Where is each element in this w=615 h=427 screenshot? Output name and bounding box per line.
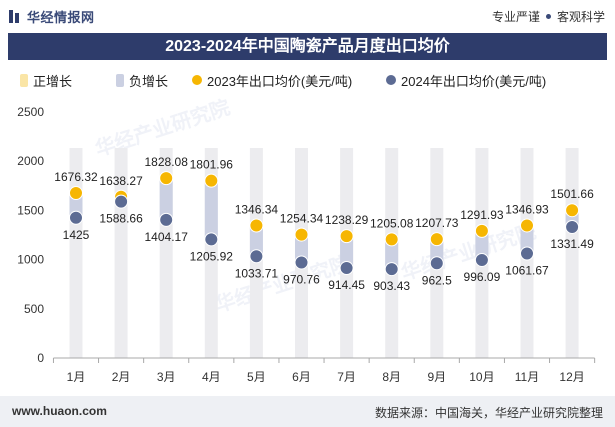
point-2024 bbox=[565, 219, 580, 234]
data-label-2023: 1801.96 bbox=[190, 158, 234, 172]
growth-bar bbox=[204, 180, 218, 240]
point-2023 bbox=[474, 223, 489, 238]
point-2024 bbox=[159, 212, 174, 227]
data-label-2023: 1254.34 bbox=[280, 212, 324, 226]
logo-text: 华经情报网 bbox=[27, 10, 95, 25]
data-label-2023: 1291.93 bbox=[460, 208, 504, 222]
data-label-2023: 1501.66 bbox=[550, 187, 594, 201]
data-label-2023: 1207.73 bbox=[415, 216, 459, 230]
x-tick-label: 6月 bbox=[292, 370, 311, 384]
legend-item-negative[interactable]: 负增长 bbox=[116, 72, 169, 89]
legend-item-2023[interactable]: 2023年出口均价(美元/吨) bbox=[192, 72, 353, 89]
y-tick-label: 0 bbox=[37, 351, 44, 365]
point-2023 bbox=[204, 173, 219, 188]
point-2024 bbox=[294, 255, 309, 270]
data-label-2024: 996.09 bbox=[464, 270, 501, 284]
tagline: 专业严谨 客观科学 bbox=[492, 8, 605, 25]
growth-bar bbox=[385, 239, 399, 270]
data-label-2024: 1425 bbox=[63, 228, 90, 242]
point-2023 bbox=[520, 218, 534, 233]
x-tick-label: 7月 bbox=[337, 370, 356, 384]
data-label-2024: 1404.17 bbox=[145, 230, 189, 244]
background-column bbox=[565, 148, 579, 358]
point-2024 bbox=[429, 256, 444, 271]
legend-label-2023: 2023年出口均价(美元/吨) bbox=[207, 73, 353, 89]
website-link[interactable]: www.huaon.com bbox=[12, 404, 107, 418]
x-tick-label: 9月 bbox=[427, 370, 446, 384]
legend-item-positive[interactable]: 正增长 bbox=[20, 72, 73, 89]
x-tick-label: 2月 bbox=[112, 370, 131, 384]
plot-area: 0 500 1000 1500 2000 2500 1月 2月 3月 4月 5月 6月 7月 8月 9月 10… bbox=[17, 105, 596, 384]
data-label-2024: 962.5 bbox=[422, 273, 452, 287]
point-2024 bbox=[339, 261, 354, 276]
legend-label-negative: 负增长 bbox=[129, 73, 169, 89]
x-tick-label: 5月 bbox=[247, 370, 266, 384]
point-2023 bbox=[69, 186, 83, 201]
data-label-2023: 1205.08 bbox=[370, 216, 414, 230]
data-label-2023: 1638.27 bbox=[99, 174, 143, 188]
tagline-left: 专业严谨 bbox=[491, 10, 540, 24]
y-tick-label: 2000 bbox=[17, 154, 44, 168]
point-2024 bbox=[114, 194, 129, 209]
legend-marker-2023 bbox=[192, 75, 202, 85]
data-label-2024: 1061.67 bbox=[505, 264, 549, 278]
x-tick-label: 10月 bbox=[469, 370, 494, 384]
data-label-2024: 1033.71 bbox=[235, 266, 279, 280]
growth-bar bbox=[520, 225, 534, 254]
legend-marker-2024 bbox=[386, 75, 396, 85]
x-tick-label: 4月 bbox=[202, 370, 221, 384]
tagline-right: 客观科学 bbox=[556, 10, 605, 24]
point-2024 bbox=[69, 210, 83, 225]
x-tick-label: 8月 bbox=[382, 370, 401, 384]
data-label-2024: 1205.92 bbox=[190, 249, 234, 263]
point-2024 bbox=[204, 232, 219, 247]
separator-dot bbox=[545, 14, 551, 19]
footer: www.huaon.com 数据来源：中国海关，华经产业研究院整理 bbox=[0, 396, 615, 427]
point-2024 bbox=[249, 249, 264, 264]
chart-title: 2023-2024年中国陶瓷产品月度出口均价 bbox=[8, 33, 607, 60]
point-2023 bbox=[565, 203, 580, 218]
data-label-2024: 1588.66 bbox=[99, 212, 143, 226]
logo-icon bbox=[9, 10, 19, 23]
growth-bar bbox=[340, 236, 354, 269]
legend-marker-positive bbox=[20, 73, 28, 87]
data-label-2023: 1238.29 bbox=[325, 213, 369, 227]
data-label-2023: 1676.32 bbox=[54, 170, 98, 184]
data-label-2024: 914.45 bbox=[328, 278, 365, 292]
x-tick-label: 11月 bbox=[515, 370, 539, 384]
data-label-2023: 1828.08 bbox=[145, 155, 189, 169]
point-2024 bbox=[474, 252, 489, 267]
x-tick-label: 1月 bbox=[67, 370, 86, 384]
legend-item-2024[interactable]: 2024年出口均价(美元/吨) bbox=[386, 72, 547, 89]
legend-label-2024: 2024年出口均价(美元/吨) bbox=[401, 73, 547, 89]
growth-bar bbox=[249, 225, 263, 257]
legend-label-positive: 正增长 bbox=[33, 73, 73, 89]
x-tick-label: 3月 bbox=[157, 370, 176, 384]
y-tick-label: 500 bbox=[24, 302, 44, 316]
point-2023 bbox=[339, 229, 354, 244]
y-tick-label: 1000 bbox=[17, 253, 44, 267]
legend-marker-negative bbox=[116, 73, 124, 87]
data-label-2023: 1346.93 bbox=[505, 202, 549, 216]
data-label-2024: 970.76 bbox=[283, 272, 320, 286]
y-tick-label: 2500 bbox=[17, 105, 44, 119]
point-2023 bbox=[159, 171, 174, 186]
growth-bar bbox=[295, 234, 308, 263]
point-2023 bbox=[249, 218, 264, 233]
growth-bar bbox=[475, 230, 489, 260]
data-label-2023: 1346.34 bbox=[235, 203, 279, 217]
x-tick-label: 12月 bbox=[559, 370, 584, 384]
point-2023 bbox=[384, 232, 399, 247]
logo[interactable]: 华经情报网 bbox=[8, 7, 95, 26]
point-2023 bbox=[429, 232, 444, 247]
data-source: 数据来源：中国海关，华经产业研究院整理 bbox=[374, 406, 603, 420]
data-label-2024: 1331.49 bbox=[550, 237, 594, 251]
y-tick-label: 1500 bbox=[17, 203, 44, 217]
point-2024 bbox=[384, 262, 399, 277]
growth-bar bbox=[159, 178, 173, 220]
point-2023 bbox=[294, 227, 309, 242]
data-label-2024: 903.43 bbox=[373, 279, 410, 293]
header: 华经情报网 专业严谨 客观科学 bbox=[0, 0, 615, 30]
point-2024 bbox=[520, 246, 534, 261]
